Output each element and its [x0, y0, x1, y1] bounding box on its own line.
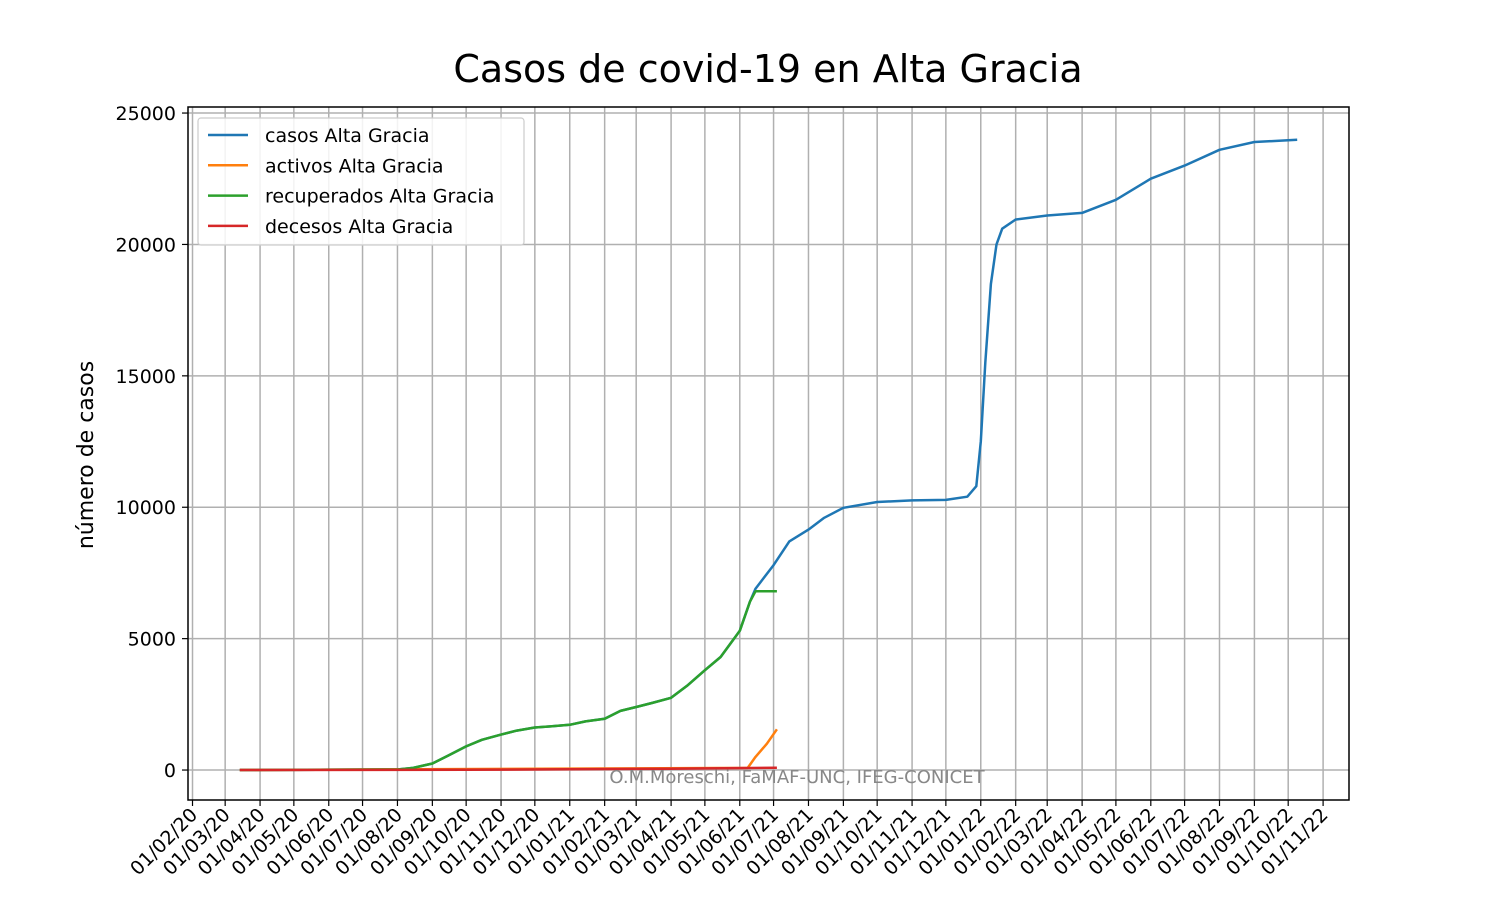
legend-box [197, 117, 525, 246]
plot-frame [187, 106, 1350, 801]
series-line [239, 766, 777, 772]
y-tick-label: 10000 [116, 497, 176, 519]
y-tick-label: 25000 [116, 103, 176, 125]
series-line [239, 728, 778, 772]
legend-label: recuperados Alta Gracia [265, 186, 494, 208]
y-tick-label: 15000 [116, 366, 176, 388]
y-tick-label: 5000 [128, 629, 176, 651]
legend-label: decesos Alta Gracia [265, 216, 453, 238]
legend-label: activos Alta Gracia [265, 155, 444, 177]
annotation: O.M.Moreschi, FaMAF-UNC, IFEG-CONICET [609, 767, 985, 788]
y-tick-label: 0 [164, 760, 176, 782]
chart-title: Casos de covid-19 en Alta Gracia [453, 47, 1082, 91]
y-tick-label: 20000 [116, 234, 176, 256]
series-line [239, 590, 777, 772]
legend-label: casos Alta Gracia [265, 125, 430, 147]
y-axis-label: número de casos [74, 361, 99, 549]
